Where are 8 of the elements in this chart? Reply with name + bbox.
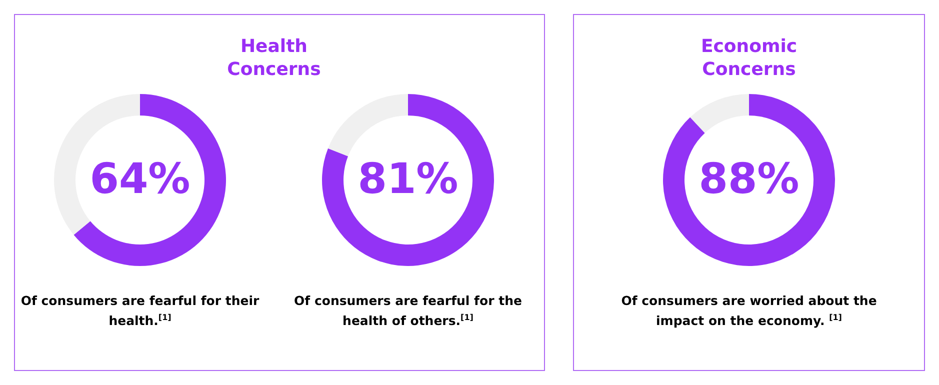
chart-title: Economic Concerns xyxy=(700,35,798,81)
text: Of consumers are worried about the impact on the economy. $^{[1]}$ xyxy=(620,292,878,330)
data-label: 81% xyxy=(358,154,458,203)
text: Of consumers are fearful for their health.$^{[1]}$ xyxy=(20,292,260,330)
data-label: 64% xyxy=(90,154,190,203)
text: Health Concerns xyxy=(226,35,322,81)
text: Of consumers are fearful for the health of others.$^{[1]}$ xyxy=(293,292,523,330)
data-label: 88% xyxy=(698,154,800,203)
